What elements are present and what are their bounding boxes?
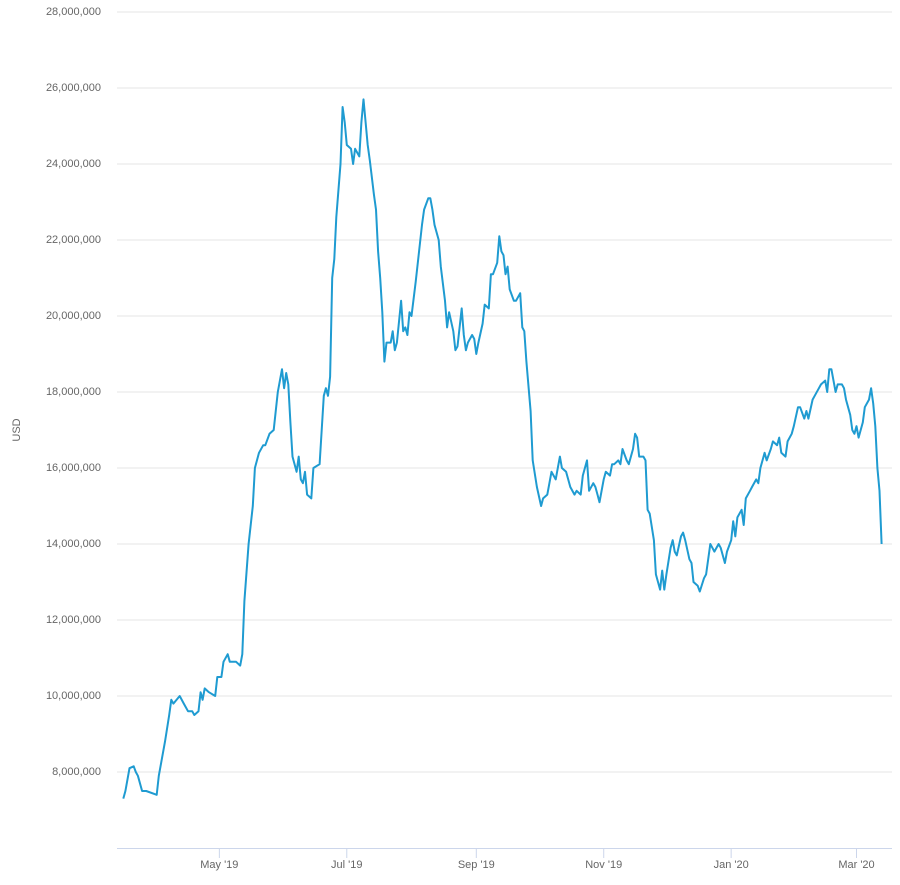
y-tick-label: 16,000,000 (46, 462, 101, 474)
y-tick-label: 18,000,000 (46, 386, 101, 398)
x-tick-label: Nov '19 (585, 859, 622, 871)
y-tick-label: 12,000,000 (46, 614, 101, 626)
y-tick-label: 28,000,000 (46, 6, 101, 18)
x-tick-label: Jul '19 (331, 859, 362, 871)
y-tick-label: 26,000,000 (46, 82, 101, 94)
x-tick-label: May '19 (200, 859, 238, 871)
y-tick-label: 8,000,000 (52, 766, 101, 778)
y-axis-label: USD (11, 418, 23, 441)
y-tick-label: 24,000,000 (46, 158, 101, 170)
x-tick-label: Sep '19 (458, 859, 495, 871)
x-tick-label: Mar '20 (838, 859, 874, 871)
y-tick-label: 22,000,000 (46, 234, 101, 246)
y-tick-label: 20,000,000 (46, 310, 101, 322)
data-line (122, 98, 883, 799)
x-tick-label: Jan '20 (714, 859, 749, 871)
y-tick-label: 14,000,000 (46, 538, 101, 550)
y-tick-label: 10,000,000 (46, 690, 101, 702)
